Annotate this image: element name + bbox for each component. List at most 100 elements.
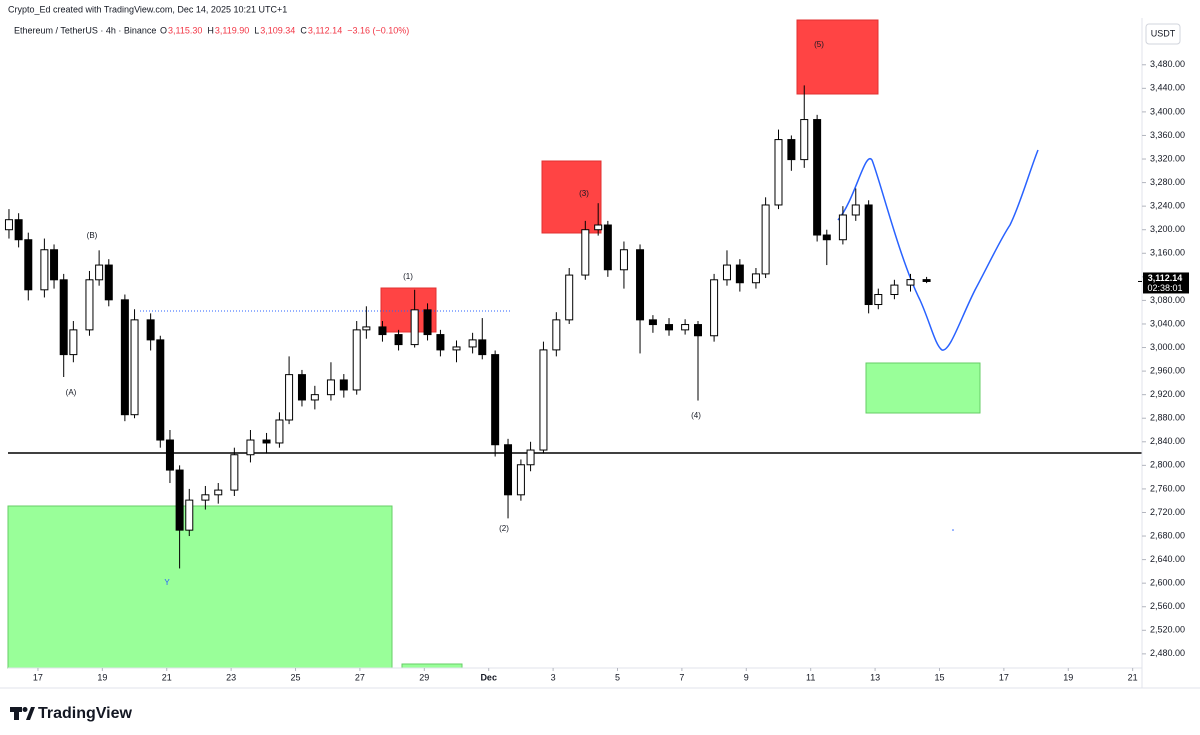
x-tick-label: 27 bbox=[355, 672, 365, 682]
candle-body bbox=[275, 419, 284, 444]
demand-zone bbox=[401, 663, 463, 669]
candle-body bbox=[165, 439, 174, 471]
candle-body bbox=[504, 444, 513, 496]
candle-body bbox=[681, 324, 690, 331]
y-tick-label: 2,600.00 bbox=[1150, 578, 1185, 588]
candle-body bbox=[787, 139, 796, 161]
y-tick-label: 2,480.00 bbox=[1150, 648, 1185, 658]
x-tick-label: 17 bbox=[33, 672, 43, 682]
candle-body bbox=[120, 299, 129, 416]
candle-body bbox=[491, 354, 500, 446]
candle-body bbox=[603, 224, 612, 271]
candle-body bbox=[362, 326, 371, 331]
candle-body bbox=[710, 279, 719, 337]
candle-body bbox=[648, 319, 657, 326]
candle-body bbox=[906, 279, 915, 286]
candle-body bbox=[95, 264, 104, 281]
ohlc-key: L bbox=[254, 25, 259, 35]
credit: Crypto_Ed created with TradingView.com, … bbox=[8, 4, 287, 14]
x-tick-label: 19 bbox=[1063, 672, 1073, 682]
logo: TradingView bbox=[10, 705, 133, 722]
y-tick-label: 2,800.00 bbox=[1150, 460, 1185, 470]
y-tick-label: 3,200.00 bbox=[1150, 224, 1185, 234]
candle-body bbox=[104, 264, 113, 301]
currency[interactable]: USDT bbox=[1151, 28, 1176, 38]
ohlc-key: H bbox=[207, 25, 214, 35]
candle-body bbox=[552, 319, 561, 351]
wave-label: (1) bbox=[403, 272, 413, 281]
y-tick-label: 2,520.00 bbox=[1150, 625, 1185, 635]
symbol: Ethereum / TetherUS · 4h · Binance bbox=[14, 25, 156, 35]
wave-label: Y bbox=[164, 578, 170, 587]
demand-zone bbox=[865, 362, 981, 414]
logo-mark bbox=[22, 707, 28, 712]
y-tick-label: 3,360.00 bbox=[1150, 130, 1185, 140]
candle-body bbox=[352, 329, 361, 391]
x-tick-label: 17 bbox=[999, 672, 1009, 682]
candle-body bbox=[478, 339, 487, 356]
ohlc-value: 3,112.14 bbox=[308, 25, 342, 35]
y-tick-label: 3,280.00 bbox=[1150, 177, 1185, 187]
candle-body bbox=[922, 279, 931, 282]
candle-body bbox=[516, 464, 525, 496]
x-tick-label: 3 bbox=[551, 672, 556, 682]
candle-body bbox=[69, 329, 78, 356]
candle-body bbox=[665, 324, 674, 331]
x-tick-label: 23 bbox=[226, 672, 236, 682]
x-tick-label: 9 bbox=[744, 672, 749, 682]
candle-body bbox=[526, 449, 535, 466]
candle-body bbox=[246, 439, 255, 456]
candle-body bbox=[339, 379, 348, 391]
candle-body bbox=[774, 139, 783, 206]
candle-body bbox=[565, 274, 574, 321]
demand-zone bbox=[7, 505, 393, 669]
ohlc-key: O bbox=[160, 25, 167, 35]
candle-body bbox=[326, 379, 335, 396]
y-tick-label: 2,960.00 bbox=[1150, 365, 1185, 375]
wave-label: (4) bbox=[691, 411, 701, 420]
x-tick-label: Dec bbox=[480, 672, 497, 682]
candle-body bbox=[864, 204, 873, 306]
y-tick-label: 2,760.00 bbox=[1150, 483, 1185, 493]
candle-body bbox=[423, 309, 432, 336]
candle-body bbox=[59, 279, 68, 356]
change: −3.16 (−0.10%) bbox=[347, 25, 409, 35]
candle-body bbox=[378, 326, 387, 336]
candle-body bbox=[468, 339, 477, 348]
candles bbox=[4, 85, 931, 569]
wave-label: (2) bbox=[499, 524, 509, 533]
x-tick-label: 19 bbox=[97, 672, 107, 682]
candle-body bbox=[693, 324, 702, 337]
wave-label: (A) bbox=[66, 388, 77, 397]
x-tick-label: 13 bbox=[870, 672, 880, 682]
x-tick-label: 5 bbox=[615, 672, 620, 682]
candle-body bbox=[146, 319, 155, 341]
candle-body bbox=[851, 204, 860, 216]
x-tick-label: 15 bbox=[934, 672, 944, 682]
candle-body bbox=[735, 264, 744, 284]
wave-label: (B) bbox=[87, 231, 98, 240]
candle-body bbox=[285, 374, 294, 421]
candle-body bbox=[394, 334, 403, 346]
candle-body bbox=[539, 349, 548, 451]
ohlc-key: C bbox=[300, 25, 307, 35]
candle-body bbox=[761, 204, 770, 275]
candle-body bbox=[619, 249, 628, 271]
y-tick-label: 2,680.00 bbox=[1150, 530, 1185, 540]
y-tick-label: 3,440.00 bbox=[1150, 83, 1185, 93]
y-tick-label: 3,160.00 bbox=[1150, 248, 1185, 258]
x-tick-label: 21 bbox=[1128, 672, 1138, 682]
candle-body bbox=[156, 339, 165, 441]
supply-zone bbox=[796, 19, 879, 95]
candle-body bbox=[410, 309, 419, 346]
candle-body bbox=[452, 346, 461, 351]
candle-body bbox=[813, 119, 822, 236]
candle-body bbox=[890, 284, 899, 296]
countdown: 02:38:01 bbox=[1147, 283, 1182, 293]
currency-button[interactable] bbox=[1145, 23, 1181, 45]
candle-body bbox=[14, 219, 23, 241]
candle-body bbox=[722, 264, 731, 281]
candle-body bbox=[130, 319, 139, 416]
candle-body bbox=[297, 374, 306, 401]
candle-body bbox=[581, 229, 590, 276]
